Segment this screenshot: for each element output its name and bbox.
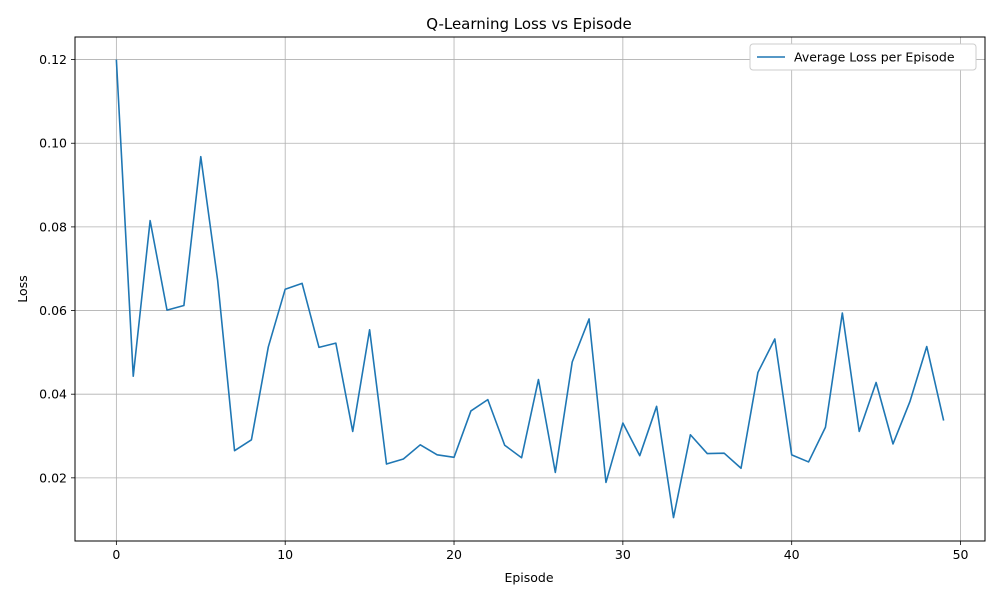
legend-label: Average Loss per Episode [794, 50, 955, 65]
y-tick-label: 0.10 [39, 136, 67, 151]
y-tick-label: 0.02 [39, 470, 67, 485]
series-layer [115, 59, 945, 519]
y-tick-label: 0.12 [39, 52, 67, 67]
series-line [115, 59, 945, 519]
y-tick-label: 0.08 [39, 219, 67, 234]
y-tick-label: 0.04 [39, 387, 67, 402]
y-axis-label: Loss [15, 275, 30, 302]
grid-lines [75, 37, 985, 541]
y-tick-label: 0.06 [39, 303, 67, 318]
y-axis-ticks: 0.02 0.04 0.06 0.08 0.10 0.12 [39, 52, 75, 485]
x-tick-label: 50 [953, 547, 969, 562]
plot-area-frame [74, 36, 986, 542]
x-tick-label: 30 [615, 547, 631, 562]
x-tick-label: 20 [446, 547, 462, 562]
x-tick-label: 0 [112, 547, 120, 562]
legend: Average Loss per Episode [749, 43, 977, 71]
legend-box [749, 43, 977, 71]
x-tick-label: 10 [277, 547, 293, 562]
x-tick-label: 40 [784, 547, 800, 562]
chart-title: Q-Learning Loss vs Episode [426, 15, 632, 33]
x-axis-label: Episode [504, 570, 553, 585]
x-axis-ticks: 0 10 20 30 40 50 [112, 541, 969, 562]
